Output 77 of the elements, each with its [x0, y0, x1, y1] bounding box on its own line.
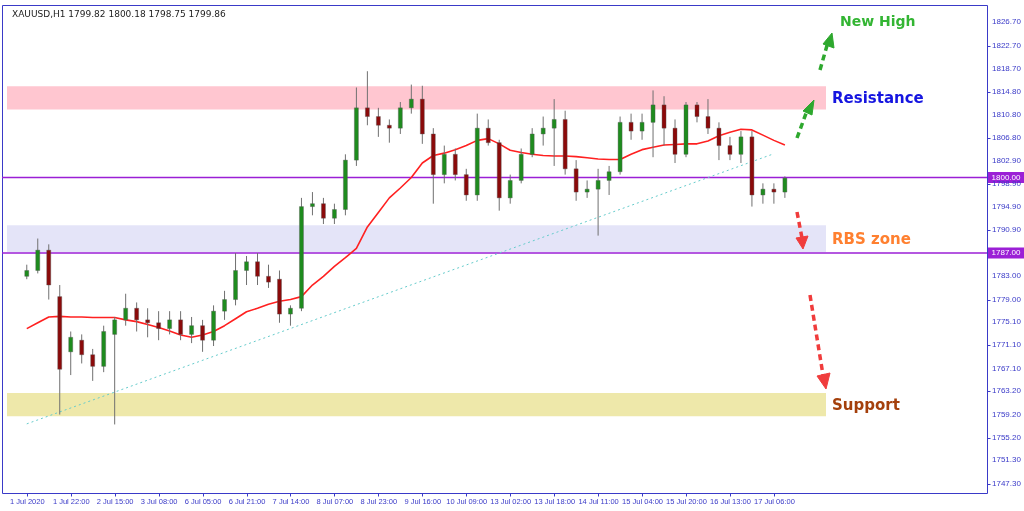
candlestick	[112, 316, 117, 425]
y-tick-label: 1802.90	[992, 155, 1022, 165]
y-tick-label: 1771.10	[992, 340, 1022, 350]
candlestick	[628, 113, 634, 141]
candlestick	[694, 101, 700, 123]
y-tick-label: 1790.90	[992, 225, 1022, 235]
chart-title: XAUUSD,H1 1799.82 1800.18 1798.75 1799.86	[12, 9, 227, 19]
y-tick-label: 1775.10	[992, 317, 1022, 327]
candlestick	[529, 127, 535, 158]
y-tick-label: 1751.30	[992, 455, 1022, 465]
candlestick	[68, 331, 73, 376]
y-tick-label: 1759.20	[992, 409, 1022, 419]
candlestick	[551, 98, 557, 167]
candlestick	[189, 316, 194, 344]
candlestick	[145, 307, 150, 338]
y-tick-label: 1783.00	[992, 271, 1022, 281]
candlestick	[705, 98, 711, 135]
candlestick	[167, 310, 172, 335]
y-tick-label: 1814.80	[992, 86, 1022, 96]
y-tick-label: 1794.90	[992, 202, 1022, 212]
candlestick	[540, 116, 546, 147]
candlestick	[321, 197, 326, 225]
candlestick	[486, 118, 491, 147]
candlestick	[606, 165, 612, 196]
y-tick-label: 1779.00	[992, 294, 1022, 304]
candlestick	[310, 191, 315, 216]
candlestick	[782, 175, 788, 199]
candlestick	[134, 301, 139, 332]
candlestick	[266, 264, 271, 289]
candlestick	[398, 101, 403, 135]
candlestick	[595, 168, 601, 237]
candlestick	[222, 290, 227, 321]
candlestick	[771, 182, 777, 205]
candlestick	[442, 145, 447, 184]
candlestick	[376, 107, 381, 138]
y-tick-label: 1763.20	[992, 386, 1022, 396]
candlestick	[409, 84, 414, 115]
y-tick-label: 1822.70	[992, 40, 1022, 50]
candlestick	[573, 159, 579, 202]
candlestick	[738, 130, 744, 164]
band-label: Resistance	[832, 88, 924, 107]
candlestick	[727, 136, 733, 161]
candlestick	[123, 293, 128, 327]
band-label: Support	[832, 395, 900, 414]
y-tick-label: 1806.80	[992, 133, 1022, 143]
candlestick	[716, 121, 722, 161]
ref-line-label: 1787.00	[991, 248, 1022, 258]
y-tick-label: 1810.80	[992, 109, 1022, 119]
band-label: RBS zone	[832, 229, 911, 248]
y-tick-label: 1818.70	[992, 63, 1022, 73]
candlestick	[35, 238, 40, 274]
ref-line-label: 1800.00	[991, 172, 1022, 182]
y-tick-label: 1767.10	[992, 363, 1022, 373]
y-tick-label: 1826.70	[992, 17, 1022, 27]
candlestick	[760, 182, 766, 205]
text: New High	[840, 13, 916, 29]
candlestick	[288, 304, 293, 327]
candlestick	[90, 348, 95, 382]
candlestick	[79, 333, 84, 364]
candlestick	[464, 168, 469, 202]
candlestick	[661, 95, 667, 147]
candlestick	[508, 174, 513, 205]
candlestick	[650, 89, 656, 158]
y-tick-label: 1747.30	[992, 478, 1022, 488]
candlestick	[200, 319, 205, 353]
candlestick	[255, 252, 260, 286]
line-series	[25, 128, 786, 339]
candlestick	[387, 118, 392, 144]
candlestick	[639, 113, 645, 141]
candlestick	[332, 203, 337, 225]
candlestick	[365, 70, 370, 126]
candlestick	[178, 310, 183, 341]
candlestick	[584, 179, 590, 199]
candlestick	[244, 255, 249, 286]
y-tick-label: 1755.20	[992, 432, 1022, 442]
candlestick	[453, 148, 458, 181]
candlestick	[156, 310, 161, 341]
